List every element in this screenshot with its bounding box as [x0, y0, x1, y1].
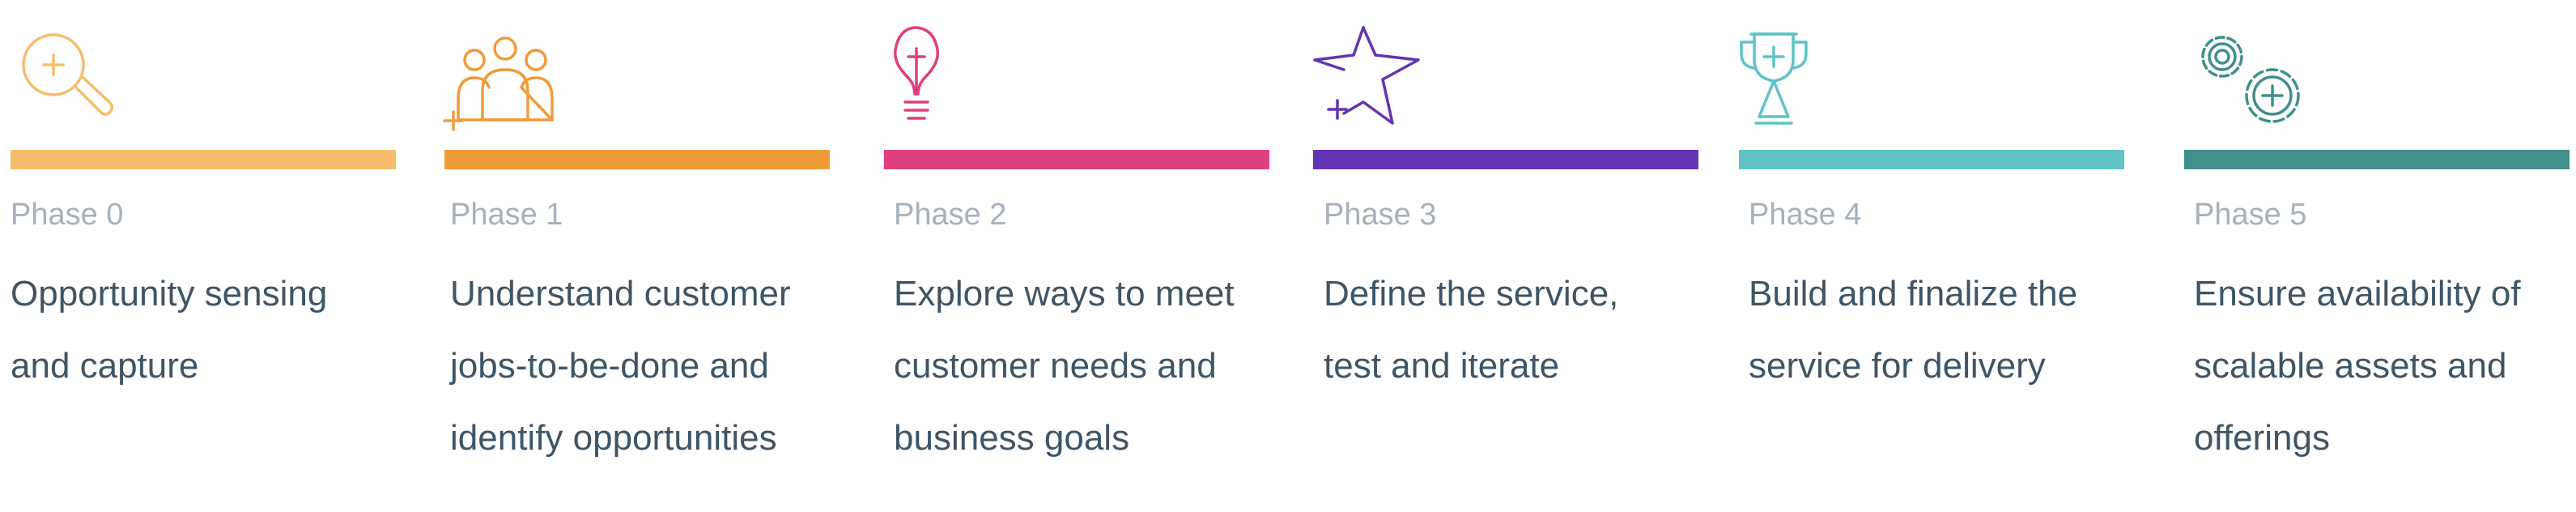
phase-1-title: Understand customer jobs-to-be-done and … — [450, 258, 831, 474]
phase-0-bar — [11, 150, 396, 169]
phase-1-title-line: jobs-to-be-done and — [450, 346, 769, 386]
phase-4-title-line: service for delivery — [1749, 346, 2046, 386]
phase-5-bar — [2184, 150, 2570, 169]
phase-5-title: Ensure availability of scalable assets a… — [2194, 258, 2574, 474]
phase-1-title-line: Understand customer — [450, 274, 791, 314]
phase-2-title-line: Explore ways to meet — [894, 274, 1235, 314]
phase-0-title-line: Opportunity sensing — [11, 274, 328, 314]
phase-0-title: Opportunity sensing and capture — [11, 258, 391, 402]
phase-5-label: Phase 5 — [2194, 198, 2307, 232]
phase-4-bar — [1739, 150, 2124, 169]
phase-2-label: Phase 2 — [894, 198, 1007, 232]
phase-3-title-line: test and iterate — [1324, 346, 1560, 386]
group-people-icon — [443, 24, 567, 138]
phase-1-bar — [444, 150, 830, 169]
phase-3-bar — [1313, 150, 1698, 169]
trophy-icon — [1736, 24, 1858, 138]
phase-2-bar — [884, 150, 1269, 169]
phase-4-label: Phase 4 — [1749, 198, 1862, 232]
phase-3-title: Define the service, test and iterate — [1324, 258, 1704, 402]
phase-4-title-line: Build and finalize the — [1749, 274, 2078, 314]
phase-1-title-line: identify opportunities — [450, 418, 777, 458]
phase-4-title: Build and finalize the service for deliv… — [1749, 258, 2129, 402]
phase-5-title-line: Ensure availability of — [2194, 274, 2521, 314]
star-icon — [1311, 24, 1433, 138]
magnifier-plus-icon — [16, 24, 138, 138]
gears-icon — [2190, 24, 2311, 138]
phase-3-label: Phase 3 — [1324, 198, 1437, 232]
phase-2-title-line: customer needs and — [894, 346, 1217, 386]
lightbulb-icon — [881, 24, 1002, 138]
phase-2-title-line: business goals — [894, 418, 1130, 458]
phase-3-title-line: Define the service, — [1324, 274, 1619, 314]
phase-0-title-line: and capture — [11, 346, 199, 386]
phase-5-title-line: scalable assets and — [2194, 346, 2507, 386]
phase-2-title: Explore ways to meet customer needs and … — [894, 258, 1274, 474]
phase-0-label: Phase 0 — [11, 198, 124, 232]
phase-5-title-line: offerings — [2194, 418, 2330, 458]
phase-1-label: Phase 1 — [450, 198, 563, 232]
